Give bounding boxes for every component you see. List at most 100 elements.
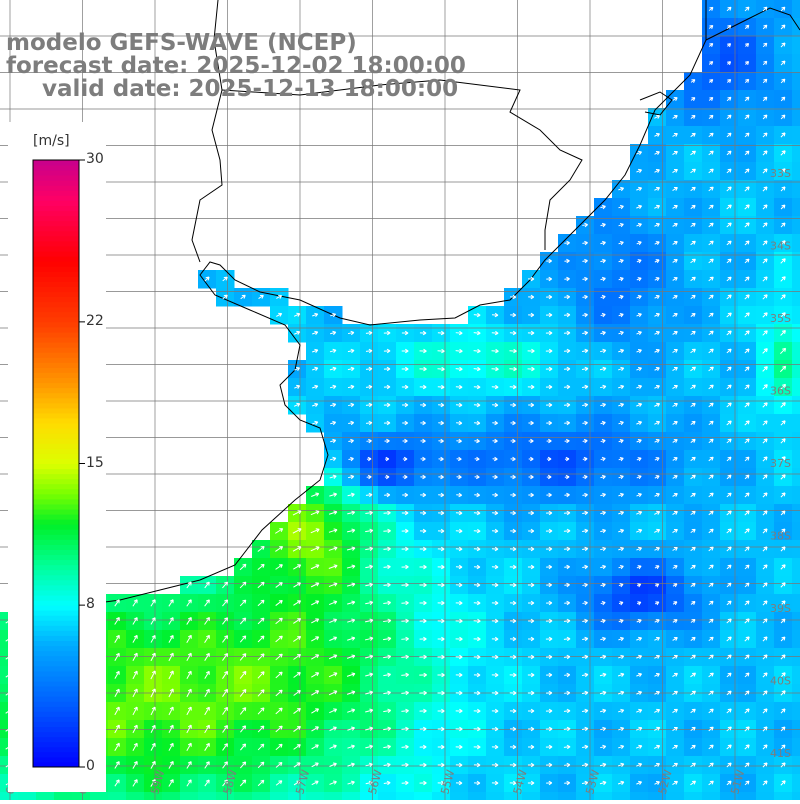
wind-arrow bbox=[690, 690, 696, 696]
wind-arrow bbox=[114, 599, 120, 607]
wind-arrow bbox=[473, 510, 481, 516]
wind-arrow bbox=[726, 420, 732, 426]
wind-arrow bbox=[744, 546, 750, 552]
wind-arrow bbox=[114, 617, 120, 625]
wind-arrow bbox=[150, 706, 156, 716]
wind-arrow bbox=[293, 672, 301, 678]
wind-arrow bbox=[347, 510, 356, 515]
wind-arrow bbox=[672, 384, 678, 389]
wind-arrow bbox=[347, 636, 356, 641]
wind-arrow bbox=[438, 438, 444, 444]
wind-arrow bbox=[582, 258, 588, 264]
wind-arrow bbox=[312, 402, 319, 408]
wind-arrow bbox=[275, 653, 283, 661]
wind-arrow bbox=[222, 670, 229, 679]
wind-arrow bbox=[708, 600, 714, 606]
wind-arrow bbox=[545, 366, 553, 372]
wind-arrow bbox=[546, 474, 552, 480]
wind-arrow bbox=[455, 384, 463, 390]
wind-arrow bbox=[420, 402, 427, 408]
wind-arrow bbox=[222, 688, 229, 697]
wind-arrow bbox=[383, 330, 391, 336]
wind-arrow bbox=[528, 510, 535, 516]
wind-cell bbox=[558, 792, 577, 804]
wind-cell bbox=[108, 792, 127, 804]
wind-arrow bbox=[419, 672, 427, 678]
wind-arrow bbox=[294, 366, 300, 371]
wind-arrow bbox=[114, 706, 120, 716]
wind-arrow bbox=[491, 564, 499, 570]
wind-arrow bbox=[528, 420, 534, 426]
wind-arrow bbox=[726, 654, 732, 660]
colorbar-segment bbox=[33, 463, 79, 470]
wind-cell bbox=[792, 738, 800, 757]
wind-arrow bbox=[708, 348, 714, 354]
wind-arrow bbox=[708, 744, 714, 750]
wind-arrow bbox=[564, 312, 571, 318]
wind-arrow bbox=[186, 706, 192, 716]
colorbar-segment bbox=[33, 670, 79, 677]
wind-arrow bbox=[401, 636, 409, 642]
wind-arrow bbox=[780, 564, 786, 570]
wind-arrow bbox=[780, 294, 786, 300]
wind-cell bbox=[792, 594, 800, 613]
wind-arrow bbox=[346, 672, 356, 677]
wind-arrow bbox=[292, 546, 302, 552]
wind-arrow bbox=[473, 582, 481, 588]
wind-arrow bbox=[636, 690, 643, 695]
wind-arrow bbox=[563, 708, 571, 714]
colorbar-segment bbox=[33, 337, 79, 343]
latitude-label: 34S bbox=[770, 240, 791, 253]
wind-arrow bbox=[546, 546, 553, 552]
wind-arrow bbox=[347, 330, 355, 336]
wind-arrow bbox=[762, 240, 768, 246]
wind-arrow bbox=[690, 366, 696, 372]
wind-cell bbox=[792, 126, 800, 145]
wind-arrow bbox=[474, 474, 480, 480]
wind-arrow bbox=[744, 312, 750, 318]
wind-arrow bbox=[509, 366, 517, 372]
wind-arrow bbox=[383, 618, 392, 624]
wind-arrow bbox=[618, 636, 624, 642]
wind-arrow bbox=[328, 672, 338, 678]
wind-arrow bbox=[708, 24, 714, 29]
wind-arrow bbox=[527, 654, 535, 660]
wind-arrow bbox=[582, 222, 588, 228]
wind-arrow bbox=[293, 780, 301, 786]
wind-arrow bbox=[311, 744, 319, 750]
colorbar-segment bbox=[33, 251, 79, 257]
wind-arrow bbox=[582, 402, 589, 408]
wind-arrow bbox=[618, 204, 624, 210]
wind-arrow bbox=[275, 743, 283, 751]
wind-arrow bbox=[168, 724, 174, 734]
wind-arrow bbox=[347, 366, 355, 372]
wind-arrow bbox=[600, 312, 606, 318]
colorbar-segment bbox=[33, 569, 79, 576]
wind-arrow bbox=[744, 132, 750, 138]
colorbar-segment bbox=[33, 620, 79, 626]
wind-cell bbox=[468, 792, 487, 804]
wind-arrow bbox=[780, 600, 786, 606]
wind-arrow bbox=[150, 688, 156, 698]
wind-arrow bbox=[690, 744, 696, 750]
wind-arrow bbox=[726, 78, 732, 83]
wind-arrows bbox=[5, 6, 787, 787]
wind-arrow bbox=[600, 294, 606, 300]
wind-arrow bbox=[455, 330, 463, 336]
colorbar-segment bbox=[33, 256, 79, 262]
wind-arrow bbox=[744, 420, 750, 426]
wind-arrow bbox=[780, 546, 786, 552]
wind-arrow bbox=[437, 546, 445, 552]
wind-arrow bbox=[510, 618, 517, 624]
wind-arrow bbox=[455, 762, 463, 768]
wind-arrow bbox=[257, 563, 265, 571]
wind-arrow bbox=[636, 259, 642, 264]
wind-arrow bbox=[690, 636, 696, 641]
colorbar-segment bbox=[33, 706, 79, 712]
wind-arrow bbox=[690, 312, 696, 317]
wind-arrow bbox=[744, 294, 750, 300]
wind-cell bbox=[792, 198, 800, 217]
colorbar-segment bbox=[33, 362, 79, 368]
wind-arrow bbox=[708, 510, 714, 516]
wind-arrow bbox=[690, 294, 696, 300]
